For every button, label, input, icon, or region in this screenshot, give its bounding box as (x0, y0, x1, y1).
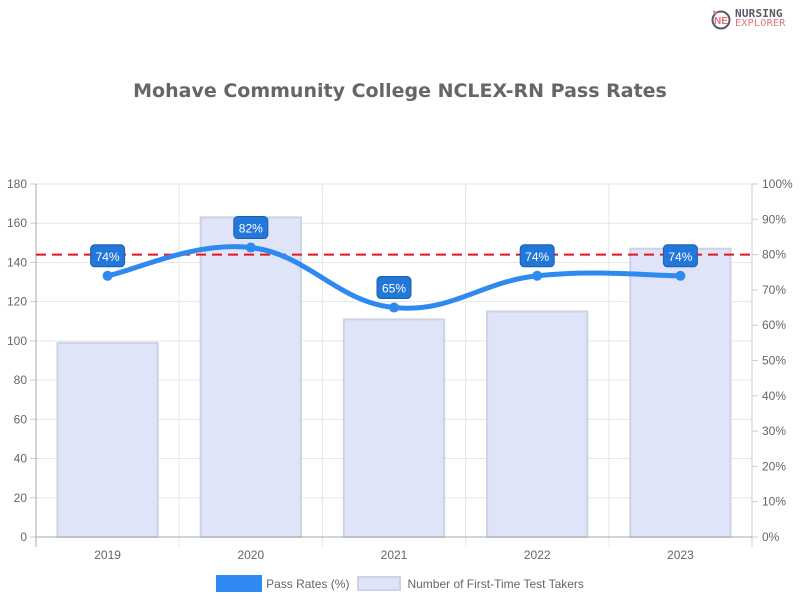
brand-name-line1: NURSING (735, 7, 783, 20)
axes: 0 20 40 60 80 100 120 140 160 180 0% 10% 20% 30% 40% 50… (7, 177, 793, 562)
x-axis-tick: 2020 (237, 548, 264, 562)
data-point (389, 302, 399, 313)
data-point (675, 270, 686, 281)
right-axis-tick: 60% (762, 318, 786, 332)
left-axis-tick: 80 (14, 373, 28, 387)
nursing-explorer-logo-icon: NE (711, 10, 731, 30)
right-axis-tick: 80% (762, 248, 786, 262)
left-axis-tick: 40 (14, 452, 28, 466)
bar-2022 (486, 310, 589, 538)
x-axis-tick: 2023 (667, 548, 694, 562)
legend-item-test-takers[interactable]: Number of First-Time Test Takers (357, 576, 584, 591)
left-axis-tick: 20 (14, 491, 28, 505)
svg-text:65%: 65% (382, 282, 406, 296)
right-axis-tick: 100% (762, 177, 793, 191)
svg-text:74%: 74% (668, 250, 692, 264)
bar-2020 (199, 216, 302, 538)
data-label-badge: 65% (376, 276, 412, 300)
data-point (102, 270, 113, 281)
legend: Pass Rates (%) Number of First-Time Test… (0, 575, 800, 592)
data-point (532, 270, 543, 281)
data-label-badge: 82% (233, 216, 269, 240)
legend-label: Pass Rates (%) (266, 576, 350, 591)
right-axis-tick: 70% (762, 283, 786, 297)
svg-text:74%: 74% (525, 250, 549, 264)
legend-label: Number of First-Time Test Takers (407, 576, 584, 591)
bar-2023 (629, 247, 732, 538)
left-axis-tick: 60 (14, 412, 28, 426)
left-axis-tick: 0 (20, 530, 27, 544)
left-axis-tick: 180 (7, 177, 27, 191)
right-axis-tick: 0% (762, 530, 780, 544)
right-axis-tick: 20% (762, 459, 786, 473)
legend-item-pass-rates[interactable]: Pass Rates (%) (216, 575, 349, 592)
x-axis-tick: 2022 (524, 548, 551, 562)
data-point (245, 242, 256, 253)
bar-2019 (56, 341, 159, 538)
brand-logo: NE NURSING EXPLORER (710, 8, 786, 30)
bar-2021 (342, 318, 446, 539)
x-axis-tick: 2021 (381, 548, 408, 562)
line-series (102, 242, 686, 313)
x-axis-tick: 2019 (94, 548, 121, 562)
svg-text:82%: 82% (239, 222, 263, 236)
left-axis-tick: 160 (7, 216, 27, 230)
left-axis-tick: 120 (7, 295, 27, 309)
data-label-badge: 74% (519, 244, 555, 268)
legend-swatch-line (216, 575, 263, 592)
data-labels: 74% 82% 65% 74% 74% (90, 216, 698, 300)
right-axis-tick: 90% (762, 212, 786, 226)
right-axis-tick: 50% (762, 354, 786, 368)
data-label-badge: 74% (90, 244, 126, 268)
brand-name-line2: EXPLORER (735, 18, 786, 29)
bar-series (56, 216, 732, 539)
svg-text:74%: 74% (96, 250, 120, 264)
right-axis-tick: 40% (762, 389, 786, 403)
chart-title: Mohave Community College NCLEX-RN Pass R… (133, 80, 667, 102)
left-axis-tick: 100 (7, 334, 27, 348)
left-axis-tick: 140 (7, 255, 27, 269)
right-axis-tick: 30% (762, 424, 786, 438)
data-label-badge: 74% (662, 244, 698, 268)
legend-swatch-bar (357, 576, 402, 591)
svg-text:NE: NE (714, 16, 728, 27)
right-axis-tick: 10% (762, 495, 786, 509)
